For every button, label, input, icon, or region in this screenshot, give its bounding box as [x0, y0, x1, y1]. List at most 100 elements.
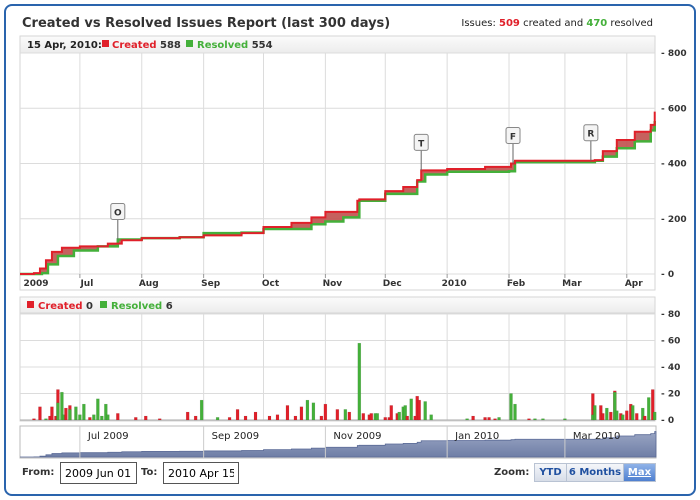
x-tick-label: Apr — [625, 279, 643, 289]
legend-date: 15 Apr, 2010: — [27, 40, 102, 51]
created-bar — [32, 418, 36, 421]
created-bar — [417, 399, 421, 421]
y-tick-label: - 80 — [661, 310, 680, 320]
resolved-bar — [621, 414, 625, 421]
created-bar — [389, 405, 394, 421]
resolved-bar — [563, 418, 567, 421]
created-bar — [253, 411, 258, 421]
created-bar — [88, 417, 92, 421]
resolved-bar — [78, 414, 82, 421]
summary-resolved-count: 470 — [586, 18, 607, 29]
created-bar — [38, 406, 42, 421]
created-bar — [235, 409, 240, 421]
x-tick-label: Jul — [79, 279, 93, 289]
created-bar — [487, 417, 491, 421]
navigator-label: Jan 2010 — [454, 431, 499, 442]
bottom-panel — [19, 296, 656, 422]
resolved-bar — [96, 398, 100, 421]
legend-resolved-label: Resolved — [111, 301, 162, 312]
resolved-bar — [397, 411, 401, 421]
created-bar — [299, 406, 304, 421]
created-bar — [193, 415, 198, 421]
zoom-ytd-button[interactable]: YTD — [534, 463, 567, 482]
resolved-bar — [215, 417, 220, 421]
navigator-label: Nov 2009 — [333, 431, 381, 442]
resolved-bar — [357, 342, 362, 421]
created-bar — [185, 411, 190, 421]
flag-label: F — [510, 133, 516, 143]
x-tick-label: Nov — [323, 279, 343, 289]
created-series-line — [20, 111, 656, 275]
top-legend: 15 Apr, 2010: — [27, 40, 102, 51]
created-bar — [601, 413, 605, 421]
y-tick-label: - 400 — [661, 160, 687, 170]
resolved-bar — [74, 406, 78, 421]
y-tick-label: - 800 — [661, 49, 687, 59]
navigator-label: Sep 2009 — [212, 431, 259, 442]
navigator-label: Mar 2010 — [573, 431, 621, 442]
resolved-bar — [497, 417, 501, 421]
x-tick-label: Oct — [262, 279, 280, 289]
from-date-input[interactable] — [60, 462, 137, 484]
bottom-legend-created: Created 0 — [38, 301, 93, 312]
created-bar — [157, 418, 162, 421]
flag-marker: F — [505, 127, 521, 164]
created-bar — [642, 415, 647, 421]
created-bar — [243, 415, 248, 421]
resolved-bar — [646, 397, 651, 421]
created-bar — [471, 415, 475, 421]
created-bar — [369, 413, 374, 421]
resolved-bar — [106, 414, 110, 421]
resolved-bar — [92, 414, 96, 421]
resolved-bar — [465, 418, 469, 421]
y-tick-label: - 40 — [661, 363, 680, 373]
resolved-bar — [613, 391, 617, 421]
created-bar — [319, 415, 324, 421]
y-tick-label: - 0 — [661, 270, 674, 280]
resolved-bar — [68, 409, 72, 421]
created-bar — [335, 409, 340, 421]
zoom-6-months-button[interactable]: 6 Months — [566, 463, 624, 482]
bottom-legend-bar — [19, 296, 656, 314]
resolved-bar — [199, 399, 204, 421]
created-bar — [405, 415, 409, 421]
to-date-input[interactable] — [163, 462, 239, 484]
created-bar — [625, 410, 629, 421]
resolved-bar — [509, 393, 513, 421]
bottom-legend-resolved: Resolved 6 — [111, 301, 173, 312]
resolved-bar — [311, 402, 316, 421]
resolved-bar — [305, 399, 310, 421]
legend-created-label: Created — [112, 40, 157, 51]
created-bar — [267, 415, 272, 421]
resolved-bar — [44, 418, 48, 421]
zoom-max-button[interactable]: Max — [623, 463, 656, 482]
resolved-bar — [641, 407, 645, 421]
legend-created-value: 0 — [86, 301, 93, 312]
y-tick-label: - 0 — [661, 416, 674, 426]
created-bar — [64, 407, 68, 421]
created-bar — [635, 413, 639, 421]
resolved-bar — [423, 401, 427, 421]
x-tick-label: Feb — [507, 279, 526, 289]
resolved-bar — [82, 403, 86, 421]
resolved-bar — [593, 405, 597, 421]
created-swatch — [102, 40, 109, 47]
resolved-bar — [631, 405, 635, 421]
created-bar — [275, 414, 280, 421]
flag-marker: R — [583, 124, 599, 161]
navigator-label: Jul 2009 — [87, 431, 129, 442]
resolved-bar — [541, 418, 545, 421]
created-bar — [50, 406, 54, 421]
resolved-swatch — [100, 301, 107, 308]
created-bar — [143, 415, 148, 421]
created-bar — [361, 413, 366, 421]
resolved-bar — [56, 402, 60, 421]
resolved-swatch — [186, 40, 193, 47]
resolved-bar — [375, 413, 380, 421]
flag-label: R — [587, 130, 594, 140]
summary-created-count: 509 — [499, 18, 520, 29]
y-tick-label: - 20 — [661, 390, 680, 400]
legend-created-value: 588 — [160, 40, 181, 51]
created-bar — [323, 403, 328, 421]
